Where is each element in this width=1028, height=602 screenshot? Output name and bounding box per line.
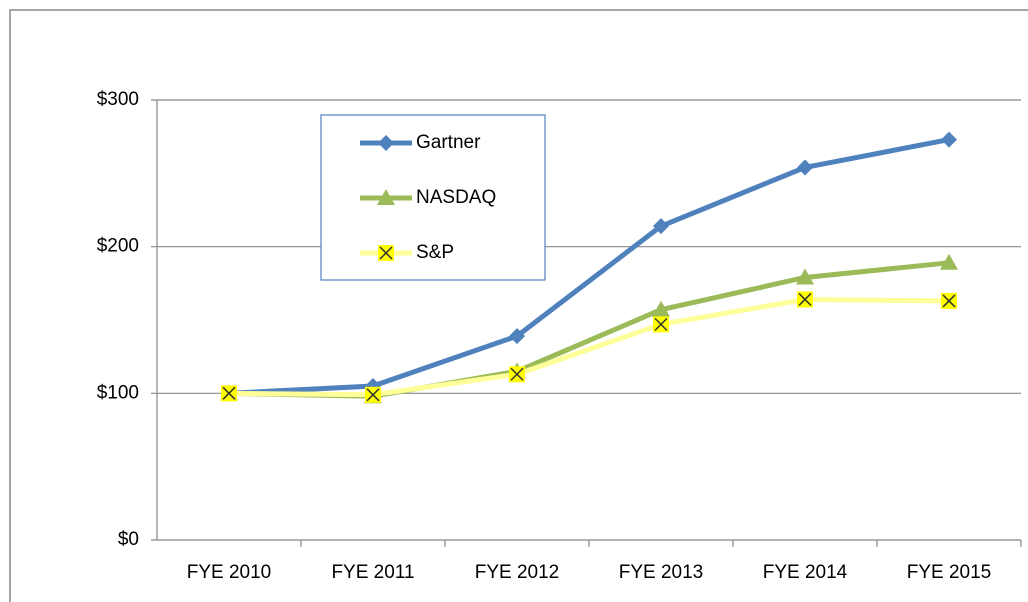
marker	[378, 135, 394, 151]
marker-x	[942, 294, 956, 308]
marker	[940, 253, 958, 270]
series-line	[228, 296, 950, 398]
x-tick-label: FYE 2012	[475, 562, 560, 583]
marker	[797, 291, 813, 308]
marker	[653, 316, 669, 333]
marker	[221, 385, 237, 402]
marker-x	[798, 292, 812, 306]
legend-label: NASDAQ	[416, 187, 496, 208]
legend-box	[320, 114, 546, 281]
marker	[941, 292, 957, 309]
y-tick-label: $300	[97, 89, 139, 110]
marker	[941, 131, 957, 148]
x-tick-label: FYE 2014	[763, 562, 848, 583]
marker	[796, 268, 814, 285]
marker	[652, 300, 670, 317]
legend-label: Gartner	[416, 132, 481, 153]
marker	[797, 159, 813, 176]
x-tick-label: FYE 2010	[187, 562, 272, 583]
legend-label: S&P	[416, 242, 454, 263]
series-line	[228, 137, 950, 396]
y-tick-label: $100	[97, 382, 139, 403]
marker	[377, 189, 395, 205]
marker	[365, 386, 381, 403]
chart-frame	[9, 9, 1028, 602]
x-tick-label: FYE 2013	[619, 562, 704, 583]
marker-x	[366, 388, 380, 402]
marker	[653, 218, 669, 235]
marker-x	[654, 317, 668, 331]
y-tick-label: $200	[97, 236, 139, 257]
x-tick-label: FYE 2011	[331, 562, 414, 583]
marker-x	[510, 367, 524, 381]
marker-x	[379, 246, 393, 260]
marker-x	[222, 386, 236, 400]
y-tick-label: $0	[118, 529, 139, 550]
x-tick-label: FYE 2015	[907, 562, 992, 583]
marker	[509, 328, 525, 345]
marker	[509, 366, 525, 383]
marker	[378, 245, 394, 261]
